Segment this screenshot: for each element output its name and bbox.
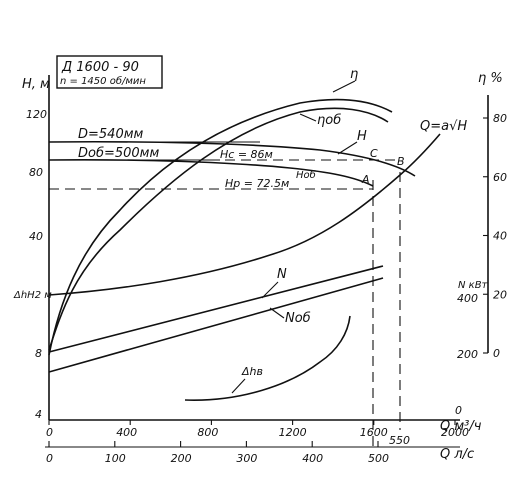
- x-ls-tick-label: 300: [236, 452, 257, 465]
- y-power-tick-200: 200: [457, 348, 478, 361]
- leader-dh: [231, 378, 246, 394]
- y-left-tick-40: 40: [29, 230, 43, 243]
- y-left-tick-8: 8: [35, 347, 42, 360]
- curve-N-ob: [48, 277, 384, 373]
- label-H: H: [357, 129, 367, 144]
- curve-Hob: [48, 159, 374, 187]
- y-left-title: H, м: [22, 77, 50, 92]
- y-left-tick-4: 4: [35, 408, 42, 421]
- x-ls-tick-label: 200: [171, 452, 192, 465]
- y-power-title: N кВт: [458, 280, 489, 291]
- leader-H: [337, 141, 358, 155]
- x-ls-tick-label: 100: [105, 452, 126, 465]
- x-m3h-tick-label: 1200: [279, 426, 307, 439]
- eta-tick-label: 0: [493, 347, 500, 360]
- curve-eta-ob: [48, 107, 389, 351]
- x-m3h-tick-label: 0: [46, 426, 53, 439]
- leader-N-ob: [269, 307, 285, 319]
- curve-N: [48, 265, 384, 353]
- label-hob: Hоб: [296, 169, 316, 181]
- leader-N: [261, 281, 279, 299]
- info-model: Д 1600 - 90: [61, 60, 139, 75]
- x-m3h-tick-label: 800: [197, 426, 218, 439]
- label-point-a: A: [361, 173, 370, 186]
- label-dh: Δhв: [241, 365, 263, 378]
- curve-H: [48, 140, 416, 177]
- eta-tick-label: 60: [493, 171, 507, 184]
- leader-eta: [332, 80, 356, 93]
- info-speed: n = 1450 об/мин: [60, 75, 146, 87]
- x-ls-extra-550: 550: [389, 434, 410, 447]
- label-N: N: [277, 267, 287, 282]
- label-Dob: Dоб=500мм: [78, 146, 159, 161]
- label-D: D=540мм: [78, 127, 144, 142]
- x-m3h-end-label: 0: [455, 404, 462, 417]
- curve-system: [48, 133, 441, 296]
- x-ls-title: Q л/с: [440, 447, 474, 462]
- x-m3h-tick-label: 2000: [441, 426, 469, 439]
- x-m3h-title: Q м³/ч: [440, 419, 482, 434]
- eta-ticks: 0 20 40 60 80: [483, 112, 507, 360]
- label-point-b: B: [397, 155, 405, 168]
- curve-dh: [184, 315, 351, 401]
- x-ls-tick-label: 400: [302, 452, 323, 465]
- y-left-tick-120: 120: [26, 108, 47, 121]
- label-eta: η: [350, 67, 358, 82]
- eta-tick-label: 20: [493, 288, 507, 301]
- x-m3h-tick-label: 400: [116, 426, 137, 439]
- curve-eta: [48, 98, 393, 356]
- label-hc: Hc = 86м: [220, 148, 273, 161]
- eta-tick-label: 80: [493, 112, 507, 125]
- label-hp: Hp = 72.5м: [225, 177, 289, 190]
- x-m3h-tick-label: 1600: [360, 426, 388, 439]
- label-N-ob: Nоб: [285, 311, 311, 326]
- y-left-npsh-label: ΔhН2 м: [13, 290, 52, 301]
- x-ls-tick-label: 0: [46, 452, 53, 465]
- label-eta-ob: ηоб: [317, 113, 341, 128]
- x-ls-ticks: 0 100 200 300 400 500: [46, 441, 389, 465]
- y-left-tick-80: 80: [29, 166, 43, 179]
- label-point-c: C: [370, 147, 378, 160]
- leader-eta-ob: [299, 113, 317, 122]
- y-eta-title: η %: [478, 71, 503, 86]
- info-box: [56, 55, 163, 89]
- x-m3h-ticks: 0 400 800 1200 1600 2000: [46, 420, 469, 439]
- y-power-tick-400: 400: [457, 292, 478, 305]
- label-system: Q=a√H: [420, 119, 467, 134]
- eta-tick-label: 40: [493, 230, 507, 243]
- x-ls-tick-label: 500: [368, 452, 389, 465]
